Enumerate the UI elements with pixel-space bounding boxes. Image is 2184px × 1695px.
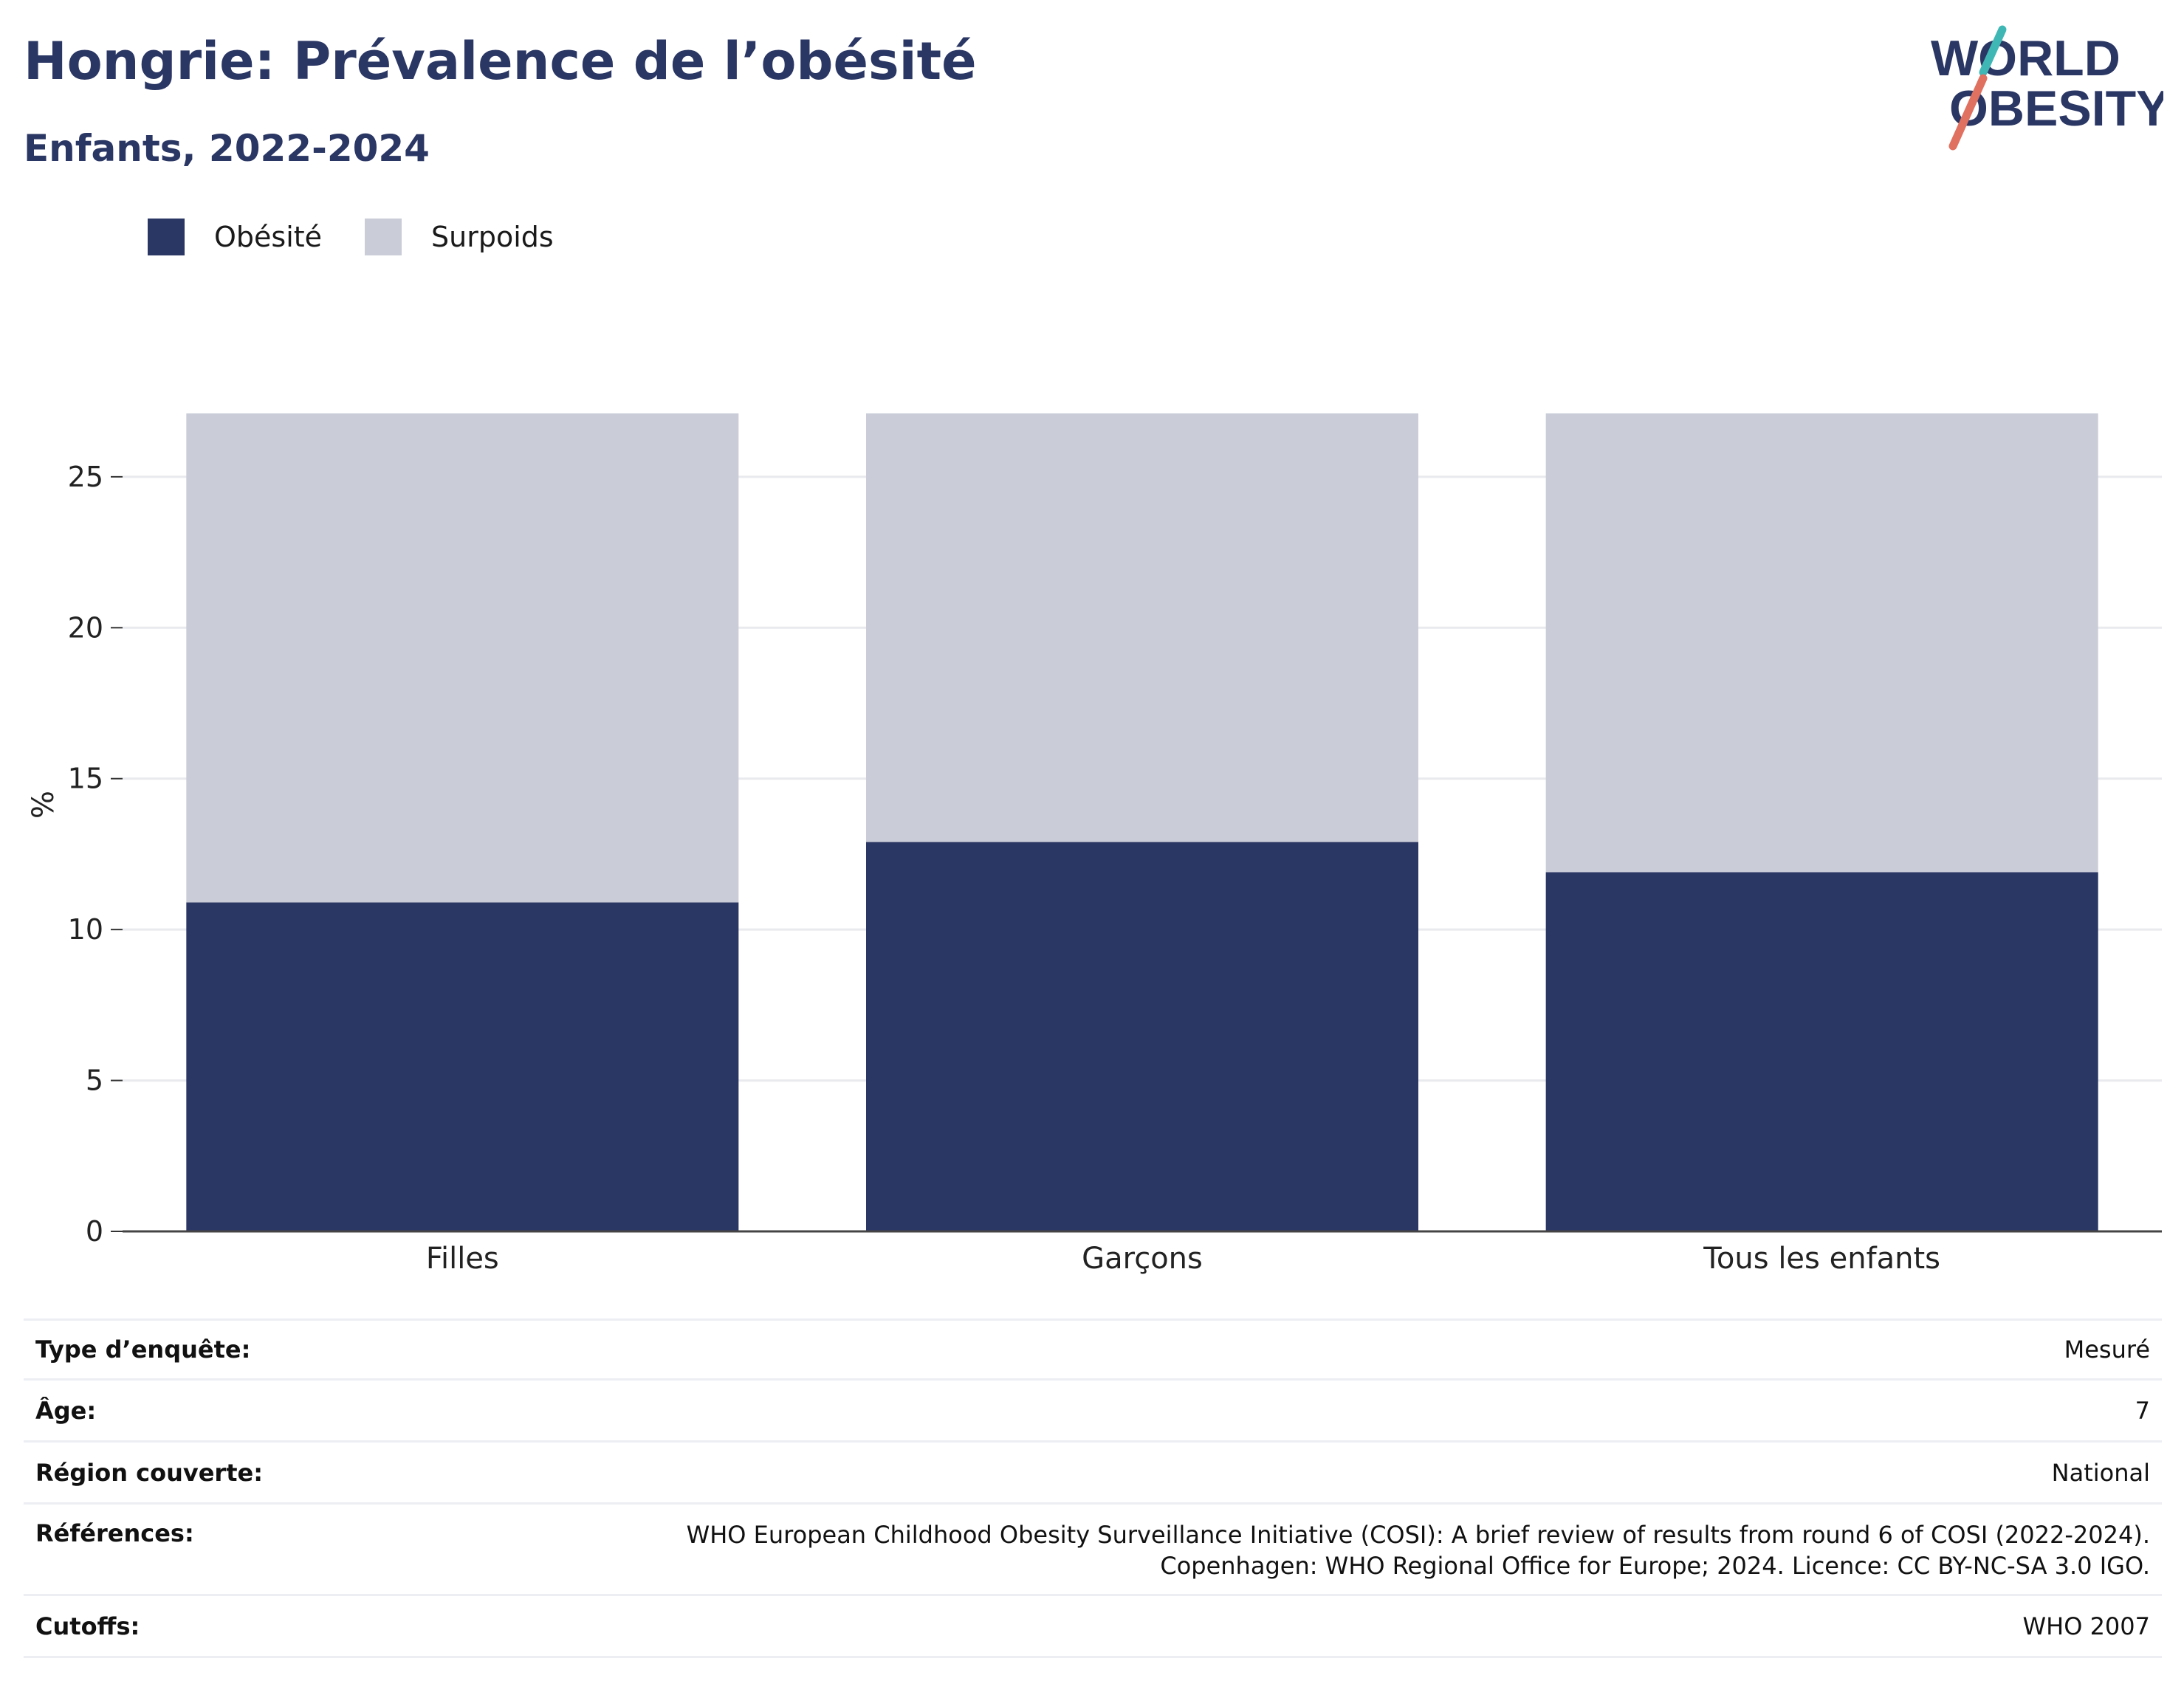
info-row-references: Références: WHO European Childhood Obesi… [24,1505,2162,1596]
info-key: Région couverte: [35,1458,263,1487]
info-row-cutoffs: Cutoffs: WHO 2007 [24,1596,2162,1658]
legend-item-obesity[interactable]: Obésité [148,219,322,255]
y-tick-label: 10 [68,913,103,946]
legend-swatch-obesity [148,219,185,255]
reference-line-1: WHO European Childhood Obesity Surveilla… [686,1521,2150,1549]
world-obesity-logo: WORLD OBESITY [1931,25,2163,151]
y-tick-label: 0 [86,1215,103,1248]
legend-item-overweight[interactable]: Surpoids [365,219,554,255]
legend-label-overweight: Surpoids [431,221,554,253]
info-value: WHO European Childhood Obesity Surveilla… [687,1519,2150,1581]
y-tick-label: 15 [68,763,103,795]
logo-line-2: OBESITY [1949,80,2163,137]
bar-obesity [186,902,739,1231]
y-axis-label: % [27,791,61,819]
info-row-region: Région couverte: National [24,1443,2162,1505]
info-key: Cutoffs: [35,1612,140,1640]
bar-obesity [1545,872,2098,1231]
logo-slash-teal [1979,25,2007,77]
info-key: Références: [35,1519,194,1547]
chart-subtitle: Enfants, 2022-2024 [24,127,430,170]
info-row-age: Âge: 7 [24,1381,2162,1443]
bar-obesity [866,842,1418,1231]
bar-overweight [866,413,1418,842]
legend: Obésité Surpoids [148,219,597,255]
info-value: National [2051,1458,2150,1487]
info-value: 7 [2135,1396,2150,1425]
logo-slash-coral [1948,74,1988,151]
info-key: Âge: [35,1396,97,1425]
y-tick-label: 25 [68,461,103,493]
legend-label-obesity: Obésité [214,221,323,253]
info-value: WHO 2007 [2022,1612,2151,1640]
info-key: Type d’enquête: [35,1335,251,1364]
x-tick-label: Tous les enfants [1703,1242,1940,1276]
bar-overweight [1545,413,2098,873]
reference-line-2: Copenhagen: WHO Regional Office for Euro… [1160,1552,2150,1580]
chart-title: Hongrie: Prévalence de l’obésité [24,31,977,92]
legend-swatch-overweight [365,219,402,255]
x-tick-label: Filles [426,1242,499,1276]
x-tick-label: Garçons [1082,1242,1203,1276]
y-tick-label: 5 [86,1065,103,1097]
info-value: Mesuré [2064,1335,2150,1364]
info-row-survey-type: Type d’enquête: Mesuré [24,1318,2162,1381]
bar-chart: 0 5 10 15 20 25% Filles Garçons Tous les enfants [27,413,2162,1276]
info-table: Type d’enquête: Mesuré Âge: 7 Région cou… [24,1318,2162,1658]
bar-overweight [186,413,739,903]
y-tick-label: 20 [68,611,103,644]
logo-line-1: WORLD [1931,30,2121,86]
